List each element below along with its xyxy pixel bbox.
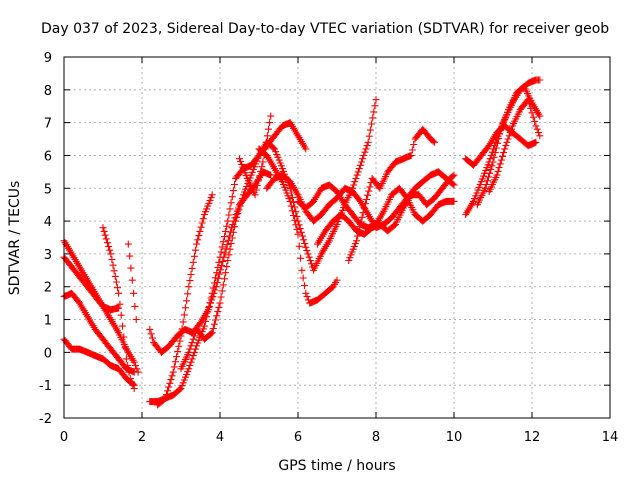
y-tick-label-3: 1	[44, 314, 52, 329]
series-sat-l	[255, 145, 341, 307]
series-sat-e	[99, 224, 138, 392]
series-sat-i	[154, 191, 216, 409]
y-tick-label-9: 7	[44, 117, 52, 132]
y-tick-label-2: 0	[44, 346, 52, 361]
y-tick-label-8: 6	[44, 149, 52, 164]
series-sat-n	[294, 181, 458, 232]
series-markers-sat-i	[154, 191, 216, 409]
y-tick-label-0: -2	[39, 412, 52, 427]
marks-layer	[60, 76, 544, 409]
y-tick-label-5: 3	[44, 248, 52, 263]
plot-frame	[63, 56, 611, 419]
y-tick-label-4: 2	[44, 281, 52, 296]
series-markers-sat-t	[485, 96, 544, 196]
y-tick-label-6: 4	[44, 215, 52, 230]
x-tick-label-2: 4	[216, 430, 224, 445]
series-markers-sat-p	[345, 125, 438, 264]
y-tick-label-7: 5	[44, 182, 52, 197]
chart-title: Day 037 of 2023, Sidereal Day-to-day VTE…	[41, 21, 609, 37]
series-sat-s	[473, 83, 544, 209]
y-tick-label-1: -1	[39, 379, 52, 394]
x-axis-label: GPS time / hours	[278, 458, 395, 474]
series-sat-f	[124, 240, 140, 323]
series-markers-sat-o	[314, 171, 458, 248]
x-tick-label-1: 2	[138, 430, 146, 445]
x-tick-label-0: 0	[60, 430, 68, 445]
x-tick-label-3: 6	[294, 430, 302, 445]
series-markers-sat-m	[263, 168, 458, 232]
series-markers-sat-s	[473, 83, 544, 209]
ticks-layer	[63, 56, 611, 419]
x-tick-label-7: 14	[602, 430, 619, 445]
x-tick-label-4: 8	[372, 430, 380, 445]
grid-layer	[64, 57, 610, 418]
series-markers-sat-f	[124, 240, 140, 323]
y-axis-label: SDTVAR / TECUs	[7, 181, 23, 296]
series-markers-sat-j	[177, 119, 310, 373]
series-sat-j	[177, 119, 310, 373]
series-markers-sat-l	[255, 145, 341, 307]
y-tick-label-11: 9	[44, 51, 52, 66]
series-sat-o	[314, 171, 458, 248]
series-sat-p	[345, 125, 438, 264]
series-sat-t	[485, 96, 544, 196]
series-markers-sat-e	[99, 224, 138, 392]
x-tick-label-5: 10	[446, 430, 463, 445]
series-sat-m	[263, 168, 458, 232]
series-markers-sat-n	[294, 181, 458, 232]
x-tick-label-6: 12	[524, 430, 541, 445]
y-tick-label-10: 8	[44, 84, 52, 99]
